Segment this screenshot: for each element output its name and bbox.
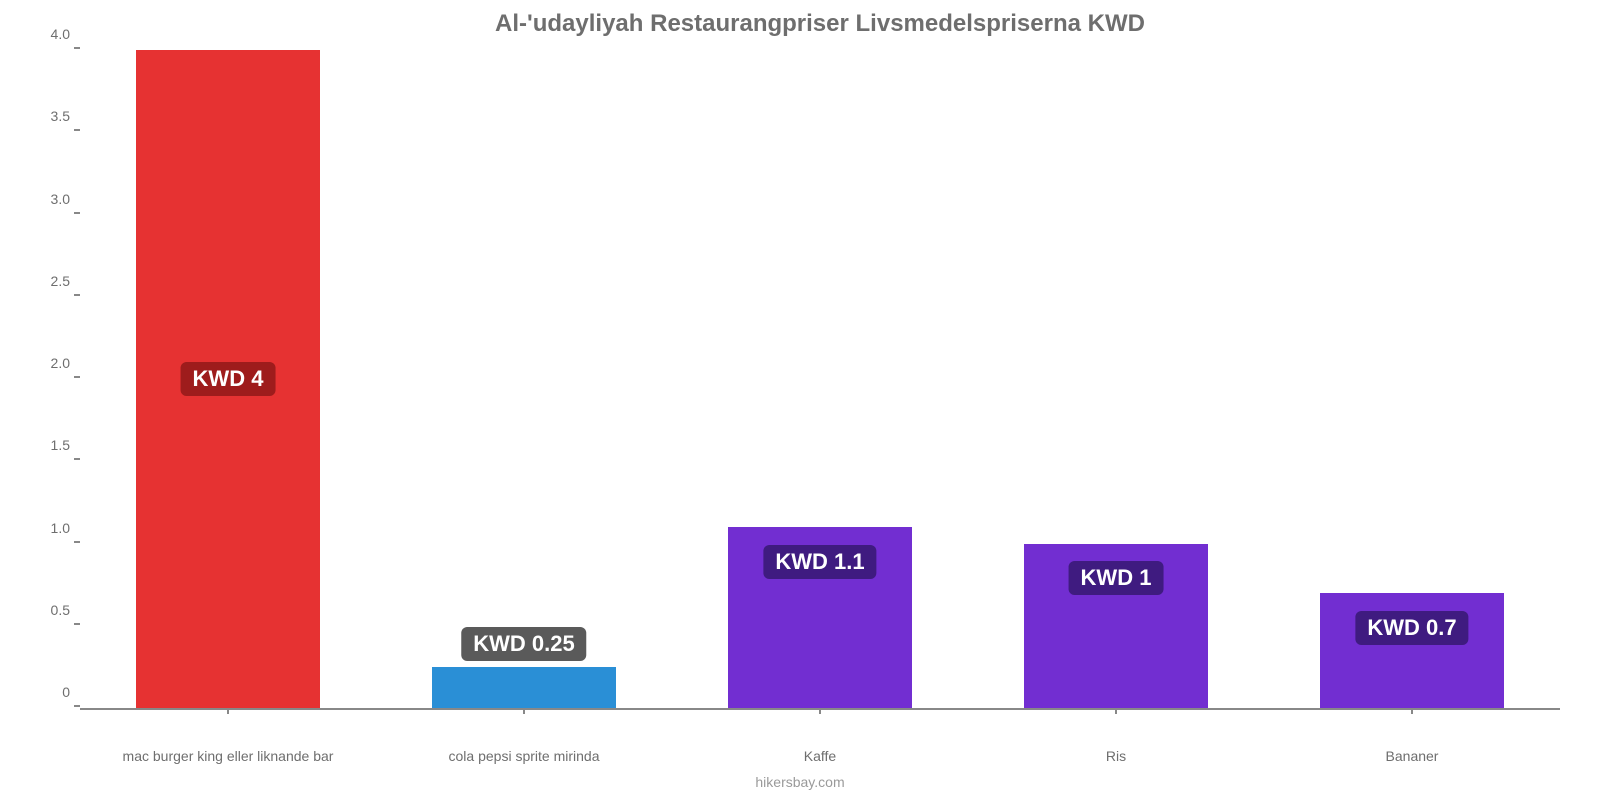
y-tick-label: 2.5 <box>30 273 70 289</box>
y-tick-mark <box>74 294 80 296</box>
y-tick-label: 3.5 <box>30 108 70 124</box>
bar: KWD 0.7 <box>1320 593 1504 708</box>
y-tick-label: 2.0 <box>30 355 70 371</box>
bar: KWD 1.1 <box>728 527 912 708</box>
x-axis-label: Ris <box>968 748 1264 764</box>
bar-value-badge: KWD 0.25 <box>461 627 586 661</box>
y-tick-label: 1.0 <box>30 520 70 536</box>
chart-footer: hikersbay.com <box>0 774 1600 790</box>
bar-value-badge: KWD 1.1 <box>763 545 876 579</box>
x-tick-mark <box>1411 708 1413 714</box>
y-tick-mark <box>74 129 80 131</box>
y-tick-label: 1.5 <box>30 437 70 453</box>
bar: KWD 0.25 <box>432 667 616 708</box>
y-tick-mark <box>74 623 80 625</box>
y-tick-mark <box>74 541 80 543</box>
x-axis-labels: mac burger king eller liknande barcola p… <box>80 748 1560 764</box>
bar-slot: KWD 0.7 <box>1264 50 1560 708</box>
y-tick-label: 4.0 <box>30 26 70 42</box>
x-tick-mark <box>523 708 525 714</box>
x-axis-label: cola pepsi sprite mirinda <box>376 748 672 764</box>
bar: KWD 4 <box>136 50 320 708</box>
bar-slot: KWD 1 <box>968 50 1264 708</box>
y-tick-mark <box>74 376 80 378</box>
x-tick-mark <box>819 708 821 714</box>
x-axis-label: Kaffe <box>672 748 968 764</box>
y-tick-label: 3.0 <box>30 191 70 207</box>
bar-value-badge: KWD 0.7 <box>1355 611 1468 645</box>
y-tick-label: 0.5 <box>30 602 70 618</box>
x-axis-label: mac burger king eller liknande bar <box>80 748 376 764</box>
x-tick-mark <box>227 708 229 714</box>
x-tick-mark <box>1115 708 1117 714</box>
bars-row: KWD 4 KWD 0.25 KWD 1.1 KWD 1 KWD 0.7 <box>80 50 1560 708</box>
y-tick-mark <box>74 47 80 49</box>
bar-slot: KWD 0.25 <box>376 50 672 708</box>
y-tick-label: 0 <box>30 684 70 700</box>
bar-slot: KWD 1.1 <box>672 50 968 708</box>
bar: KWD 1 <box>1024 544 1208 709</box>
bar-value-badge: KWD 4 <box>181 362 276 396</box>
bar-value-badge: KWD 1 <box>1069 561 1164 595</box>
y-tick-mark <box>74 458 80 460</box>
y-tick-mark <box>74 705 80 707</box>
y-tick-mark <box>74 212 80 214</box>
chart-title: Al-'udayliyah Restaurangpriser Livsmedel… <box>80 10 1560 38</box>
plot-area: KWD 4KWD 0.25KWD 1.1KWD 1KWD 0.7 00.51.0… <box>80 50 1560 710</box>
bar-slot: KWD 4 <box>80 50 376 708</box>
chart-container: Al-'udayliyah Restaurangpriser Livsmedel… <box>0 0 1600 800</box>
x-axis-label: Bananer <box>1264 748 1560 764</box>
